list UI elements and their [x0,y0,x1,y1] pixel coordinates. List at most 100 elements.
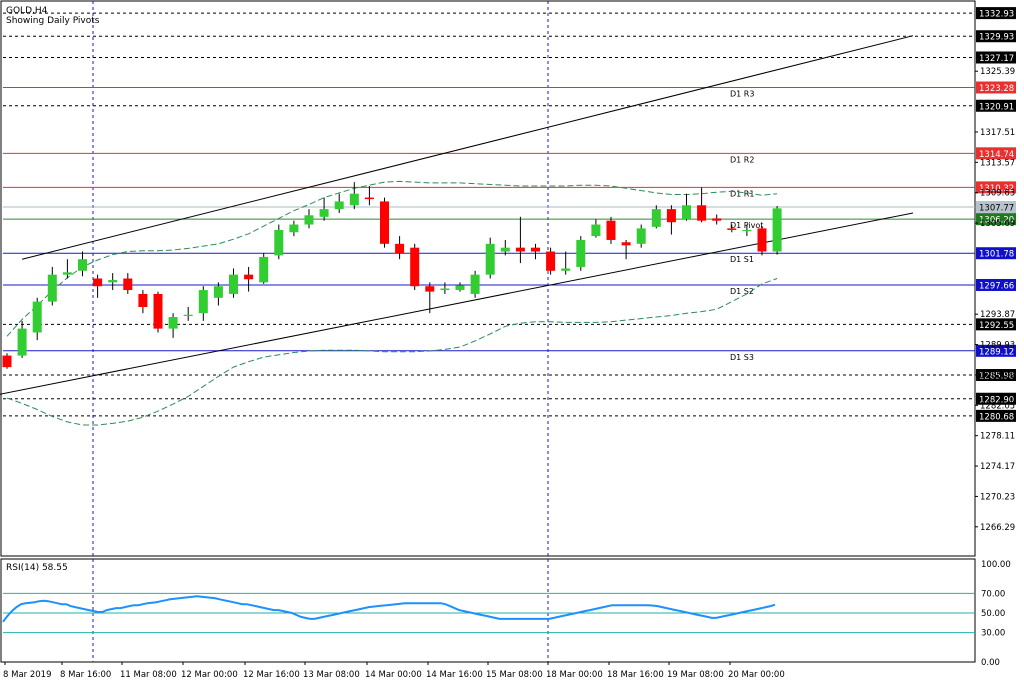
candle-body [591,224,601,237]
price-tag-box [976,392,1016,405]
price-tag-2: 1327.17 [976,51,1016,64]
candle-18 [274,224,284,260]
candle-51 [772,206,782,255]
candle-body [742,229,752,232]
price-tag-text: 1289.12 [979,347,1014,357]
price-tag-text: 1320.91 [979,102,1014,112]
candle-2 [32,297,42,341]
candle-38 [576,236,586,271]
candle-23 [349,182,359,210]
price-tag-text: 1306.20 [979,216,1014,226]
candle-body [561,268,571,271]
price-tag-text: 1323.28 [979,84,1014,94]
candle-body [138,293,148,308]
candle-24 [364,186,374,206]
candle-body [697,205,707,221]
candle-3 [47,266,57,306]
candle-49 [742,224,752,237]
price-tag-box [976,147,1016,160]
price-tag-text: 1332.93 [979,10,1014,20]
y-tick-label-2: 1313.57 [980,158,1015,168]
candle-43 [651,205,661,229]
x-tick-label-6: 14 Mar 00:00 [365,670,422,680]
x-tick-label-11: 19 Mar 08:00 [667,670,724,680]
price-tag-box [976,318,1016,331]
candle-body [108,280,118,283]
price-tag-text: 1297.66 [979,281,1014,291]
candle-body [712,218,722,221]
y-tick-label-12: 1266.29 [980,523,1015,533]
pivot-label-1: D1 R2 [730,155,754,164]
candle-28 [425,282,435,314]
candle-11 [168,313,178,338]
candle-body [304,215,314,225]
candle-body [772,208,782,252]
candle-body [440,288,450,291]
envelope-upper [6,180,778,337]
price-tag-text: 1307.77 [979,204,1014,214]
price-tag-7: 1307.77 [976,201,1016,214]
candle-body [485,243,495,275]
price-tag-text: 1280.68 [979,412,1014,422]
price-tag-8: 1306.20 [976,213,1016,226]
candle-30 [455,282,465,292]
price-tag-box [976,278,1016,291]
rsi-tick-label-3: 30.00 [981,629,1005,639]
candle-45 [682,193,691,221]
price-tag-3: 1323.28 [976,81,1016,94]
price-tag-13: 1285.98 [976,369,1016,382]
candle-34 [515,216,525,264]
x-tick-label-7: 14 Mar 16:00 [426,670,483,680]
candle-22 [334,193,344,213]
y-tick-label-5: 1293.87 [980,310,1015,320]
candle-0 [2,353,12,369]
candle-50 [757,226,767,256]
symbol-label: GOLD,H4 [6,6,48,16]
price-tag-text: 1314.74 [979,150,1014,160]
price-tag-box [976,369,1016,382]
y-tick-label-11: 1270.23 [980,492,1015,502]
x-tick-label-12: 20 Mar 00:00 [728,670,785,680]
candle-body [183,314,193,316]
candle-39 [591,219,601,238]
candle-44 [666,205,676,235]
price-tag-text: 1282.90 [979,395,1014,405]
candle-body [621,242,631,246]
candle-body [515,247,525,252]
price-tag-10: 1297.66 [976,278,1016,291]
y-tick-label-10: 1274.17 [980,462,1015,472]
candle-body [2,355,12,368]
candle-body [93,278,103,287]
candle-body [289,224,299,233]
candle-27 [410,243,420,291]
price-tag-box [976,213,1016,226]
price-tag-text: 1329.93 [979,33,1014,43]
candle-body [395,243,405,254]
pivot-label-0: D1 R3 [730,89,754,98]
candle-15 [229,268,238,298]
candle-40 [606,216,616,244]
price-tag-box [976,30,1016,43]
price-tag-5: 1314.74 [976,147,1016,160]
pivot-label-6: D1 S3 [730,353,754,362]
candle-body [727,228,737,230]
candle-body [470,274,480,294]
rsi-tick-label-1: 70.00 [981,589,1005,599]
envelope-lower [6,278,778,426]
candle-body [78,259,87,271]
price-tag-text: 1292.55 [979,321,1014,331]
candle-35 [531,243,540,260]
candle-7 [108,273,118,291]
candle-body [213,286,223,298]
price-tag-1: 1329.93 [976,30,1016,43]
candle-19 [289,220,299,237]
candle-body [334,201,344,210]
x-tick-label-0: 8 Mar 2019 [3,670,51,680]
price-tag-4: 1320.91 [976,99,1016,112]
candle-body [319,209,329,217]
price-tag-box [976,409,1016,422]
candle-body [364,197,374,200]
candle-21 [319,197,329,221]
trend-line-1 [0,212,914,395]
